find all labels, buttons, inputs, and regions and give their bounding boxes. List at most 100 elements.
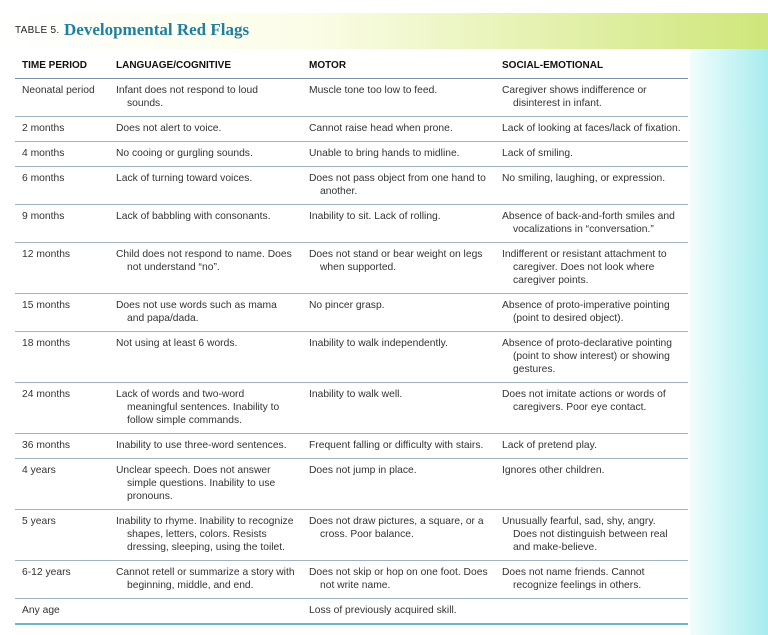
table-cell: Indifferent or resistant attachment to c… [495,242,688,294]
table-cell: 4 months [15,141,109,167]
time-period: 5 years [22,516,56,527]
table-cell: Absence of back-and-forth smiles and voc… [495,204,688,243]
cell-text: Does not name friends. Cannot recognize … [502,567,645,591]
table-cell: Frequent falling or difficulty with stai… [302,433,495,459]
table-cell: Does not use words such as mama and papa… [109,293,302,332]
table-cell: Inability to walk well. [302,382,495,434]
time-period: 4 months [22,148,65,159]
table-row: 15 months Does not use words such as mama… [15,293,688,332]
table-row: Neonatal period Infant does not respond t… [15,78,688,117]
table-row: 5 years Inability to rhyme. Inability to … [15,509,688,561]
table-row: 6 months Lack of turning toward voices. Do… [15,166,688,205]
table-cell: Lack of babbling with consonants. [109,204,302,243]
table-cell: Does not stand or bear weight on legs wh… [302,242,495,294]
table-cell: Unclear speech. Does not answer simple q… [109,458,302,510]
table-cell: Muscle tone too low to feed. [302,78,495,117]
cell-text: Caregiver shows indifference or disinter… [502,85,647,109]
cell-text: Lack of babbling with consonants. [116,211,271,222]
table-cell: Loss of previously acquired skill. [302,598,495,625]
table-title: Developmental Red Flags [64,20,250,39]
time-period: 18 months [22,338,71,349]
cell-text: No pincer grasp. [309,300,385,311]
time-period: 4 years [22,465,56,476]
table-cell: No pincer grasp. [302,293,495,332]
cell-text: Ignores other children. [502,465,605,476]
table-cell: No smiling, laughing, or expression. [495,166,688,205]
table-cell: Neonatal period [15,78,109,117]
time-period: 6-12 years [22,567,71,578]
table-cell: 4 years [15,458,109,510]
red-flags-table: TIME PERIOD LANGUAGE/COGNITIVE MOTOR SOCIAL… [15,54,688,625]
table-cell: 9 months [15,204,109,243]
cell-text: Inability to rhyme. Inability to recogni… [116,516,294,553]
table-cell: 2 months [15,116,109,142]
cell-text: No smiling, laughing, or expression. [502,173,666,184]
time-period: 12 months [22,249,71,260]
table-header-bar: TABLE 5. Developmental Red Flags [0,13,768,49]
side-band [690,48,768,635]
table-cell: Infant does not respond to loud sounds. [109,78,302,117]
table-row: 4 years Unclear speech. Does not answer s… [15,458,688,510]
table-cell: Absence of proto-imperative pointing (po… [495,293,688,332]
table-cell: Cannot retell or summarize a story with … [109,560,302,599]
cell-text: Does not draw pictures, a square, or a c… [309,516,484,540]
table-cell: Does not alert to voice. [109,116,302,142]
cell-text: Does not imitate actions or words of car… [502,389,666,413]
table-cell: 18 months [15,331,109,383]
time-period: 2 months [22,123,65,134]
table-row: 18 months Not using at least 6 words. Inab… [15,331,688,383]
cell-text: Lack of smiling. [502,148,573,159]
table-cell: Inability to sit. Lack of rolling. [302,204,495,243]
cell-text: Lack of turning toward voices. [116,173,253,184]
cell-text: Lack of pretend play. [502,440,597,451]
table-cell: 5 years [15,509,109,561]
cell-text: Unable to bring hands to midline. [309,148,460,159]
cell-text: Loss of previously acquired skill. [309,605,457,616]
table-row: Any age Loss of previously acquired skill… [15,598,688,625]
cell-text: Frequent falling or difficulty with stai… [309,440,484,451]
cell-text: Inability to walk independently. [309,338,448,349]
table-cell: Does not imitate actions or words of car… [495,382,688,434]
cell-text: Child does not respond to name. Does not… [116,249,292,273]
table-cell: Any age [15,598,109,625]
cell-text: Does not alert to voice. [116,123,222,134]
table-cell: Caregiver shows indifference or disinter… [495,78,688,117]
cell-text: Does not use words such as mama and papa… [116,300,277,324]
cell-text: Indifferent or resistant attachment to c… [502,249,667,286]
table-cell: 6 months [15,166,109,205]
column-header: TIME PERIOD [15,54,109,79]
cell-text: Lack of words and two-word meaningful se… [116,389,280,426]
cell-text: Does not stand or bear weight on legs wh… [309,249,483,273]
table-cell: 15 months [15,293,109,332]
table-cell: 6-12 years [15,560,109,599]
table-label: TABLE 5. [15,25,60,36]
column-header: SOCIAL-EMOTIONAL [495,54,688,79]
cell-text: Does not pass object from one hand to an… [309,173,486,197]
time-period: Any age [22,605,60,616]
table-cell: 36 months [15,433,109,459]
table-body: Neonatal period Infant does not respond t… [15,78,688,625]
table-cell: Unable to bring hands to midline. [302,141,495,167]
table-cell: Not using at least 6 words. [109,331,302,383]
time-period: 24 months [22,389,71,400]
column-header: MOTOR [302,54,495,79]
cell-text: Inability to use three-word sentences. [116,440,287,451]
time-period: 15 months [22,300,71,311]
table-row: 9 months Lack of babbling with consonants… [15,204,688,243]
cell-text: Unusually fearful, sad, shy, angry. Does… [502,516,668,553]
cell-text: No cooing or gurgling sounds. [116,148,253,159]
table-row: 36 months Inability to use three-word sen… [15,433,688,459]
column-header: LANGUAGE/COGNITIVE [109,54,302,79]
cell-text: Absence of proto-imperative pointing (po… [502,300,670,324]
table-cell: Lack of turning toward voices. [109,166,302,205]
time-period: 9 months [22,211,65,222]
table-cell: Inability to rhyme. Inability to recogni… [109,509,302,561]
cell-text: Muscle tone too low to feed. [309,85,438,96]
table-cell [109,598,302,625]
table-cell: Absence of proto-declarative pointing (p… [495,331,688,383]
header-row: TIME PERIOD LANGUAGE/COGNITIVE MOTOR SOCIAL… [15,54,688,79]
table-cell: 12 months [15,242,109,294]
table-cell: 24 months [15,382,109,434]
table-cell: Inability to walk independently. [302,331,495,383]
